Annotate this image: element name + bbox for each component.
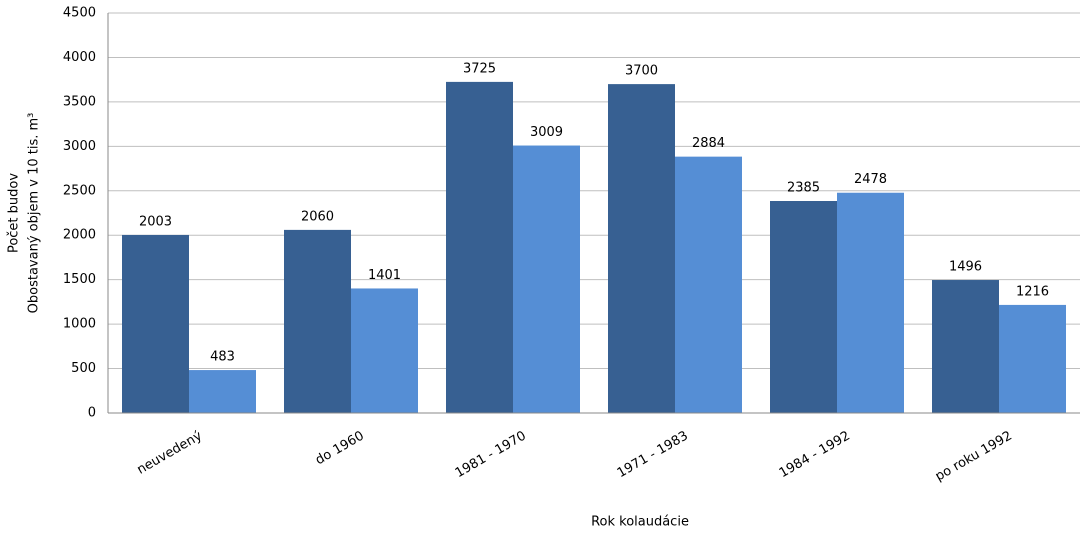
bar [999,304,1066,413]
data-label: 2003 [139,214,172,229]
bar [122,234,189,413]
data-label: 483 [210,350,235,365]
data-label: 2884 [692,136,725,151]
y-tick-label: 4000 [63,50,96,65]
y-axis-label: Počet budov [7,173,22,253]
x-tick-label: 1971 - 1983 [615,429,691,482]
y-axis-label: Obostavaný objem v 10 tis. m³ [27,113,42,314]
bar [284,229,351,413]
y-tick-label: 0 [88,406,96,421]
bar [770,201,837,413]
bar [932,280,999,413]
x-tick-label: 1984 - 1992 [777,429,853,482]
y-tick-label: 500 [71,361,96,376]
x-tick-label: neuvedený [135,428,205,477]
data-label: 1496 [949,260,982,275]
y-tick-label: 3000 [63,139,96,154]
y-tick-label: 2500 [63,183,96,198]
x-tick-label: po roku 1992 [933,429,1015,485]
data-label: 2478 [854,172,887,187]
bar [446,81,513,413]
y-tick-label: 1500 [63,272,96,287]
y-tick-label: 4500 [63,6,96,21]
y-tick-label: 2000 [63,228,96,243]
bar [608,84,675,413]
x-tick-label: do 1960 [313,429,367,469]
x-tick-label: 1981 - 1970 [453,429,529,482]
y-tick-label: 3500 [63,94,96,109]
data-label: 2060 [301,209,334,224]
x-axis-label: Rok kolaudácie [591,515,689,530]
y-tick-label: 1000 [63,317,96,332]
data-label: 2385 [787,181,820,196]
bar [675,156,742,413]
data-label: 1401 [368,268,401,283]
bar [189,370,256,413]
bar [351,288,418,413]
data-label: 3700 [625,64,658,79]
bar [513,145,580,414]
data-label: 1216 [1016,284,1049,299]
data-label: 3725 [463,61,496,76]
data-label: 3009 [530,125,563,140]
bar [837,192,904,413]
